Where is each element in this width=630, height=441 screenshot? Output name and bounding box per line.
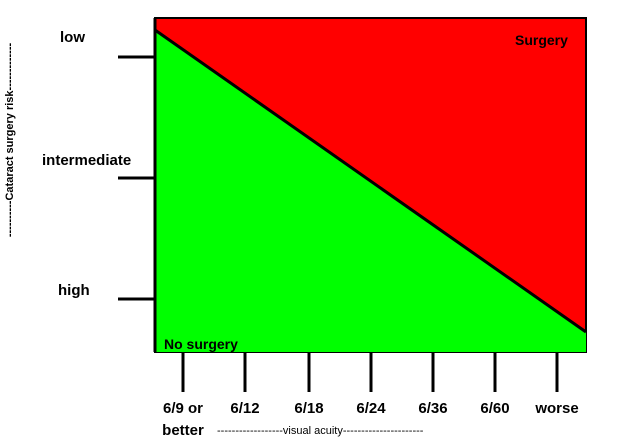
lower-region (155, 30, 586, 352)
y-label: high (58, 282, 90, 299)
x-axis-title: ------------------visual acuity---------… (217, 425, 424, 437)
no-surgery-label: No surgery (164, 336, 238, 352)
y-label: intermediate (42, 152, 132, 169)
x-label: 6/36 (418, 400, 448, 417)
x-ticks (181, 352, 559, 392)
y-axis-title: ----------Cataract surgery risk---------… (4, 43, 16, 238)
x-label: 6/24 (356, 400, 386, 417)
x-label: 6/12 (230, 400, 260, 417)
x-label: worse (535, 400, 579, 417)
y-label: low (60, 29, 85, 46)
x-label: 6/9 or better (162, 400, 204, 439)
x-label: 6/18 (294, 400, 324, 417)
divider-line (154, 28, 587, 334)
x-label: 6/60 (480, 400, 510, 417)
surgery-label: Surgery (515, 32, 568, 48)
